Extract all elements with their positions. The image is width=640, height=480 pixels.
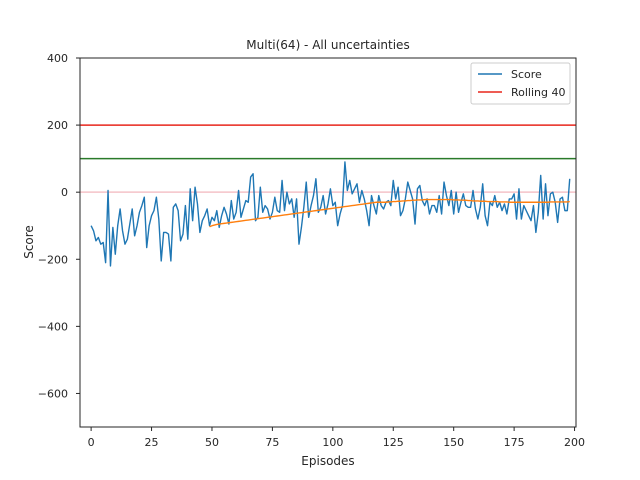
x-axis-label: Episodes <box>301 454 354 468</box>
y-axis-label: Score <box>22 225 36 259</box>
legend: Score Rolling 40 <box>470 62 571 105</box>
y-tick-label: −400 <box>38 320 68 333</box>
series-line-score <box>90 161 571 267</box>
y-tick-label: 0 <box>61 186 68 199</box>
x-axis: 0 25 50 75 100 125 150 175 200 <box>88 427 585 449</box>
y-tick-label: 400 <box>47 52 68 65</box>
x-tick-label: 50 <box>205 436 219 449</box>
x-tick-label: 100 <box>322 436 343 449</box>
x-tick-label: 0 <box>88 436 95 449</box>
x-tick-label: 200 <box>564 436 585 449</box>
legend-label-score: Score <box>511 68 542 81</box>
x-tick-label: 175 <box>504 436 525 449</box>
y-tick-label: −200 <box>38 253 68 266</box>
chart-title: Multi(64) - All uncertainties <box>246 38 409 52</box>
x-tick-label: 150 <box>443 436 464 449</box>
x-tick-label: 75 <box>265 436 279 449</box>
y-axis: 400 200 0 −200 −400 −600 <box>38 52 80 400</box>
plot-frame <box>79 57 577 428</box>
plot-area <box>80 124 576 267</box>
x-tick-label: 25 <box>145 436 159 449</box>
y-tick-label: −600 <box>38 387 68 400</box>
legend-label-rolling: Rolling 40 <box>511 86 566 99</box>
series-line-rolling-mean <box>209 198 570 228</box>
x-tick-label: 125 <box>383 436 404 449</box>
y-tick-label: 200 <box>47 119 68 132</box>
